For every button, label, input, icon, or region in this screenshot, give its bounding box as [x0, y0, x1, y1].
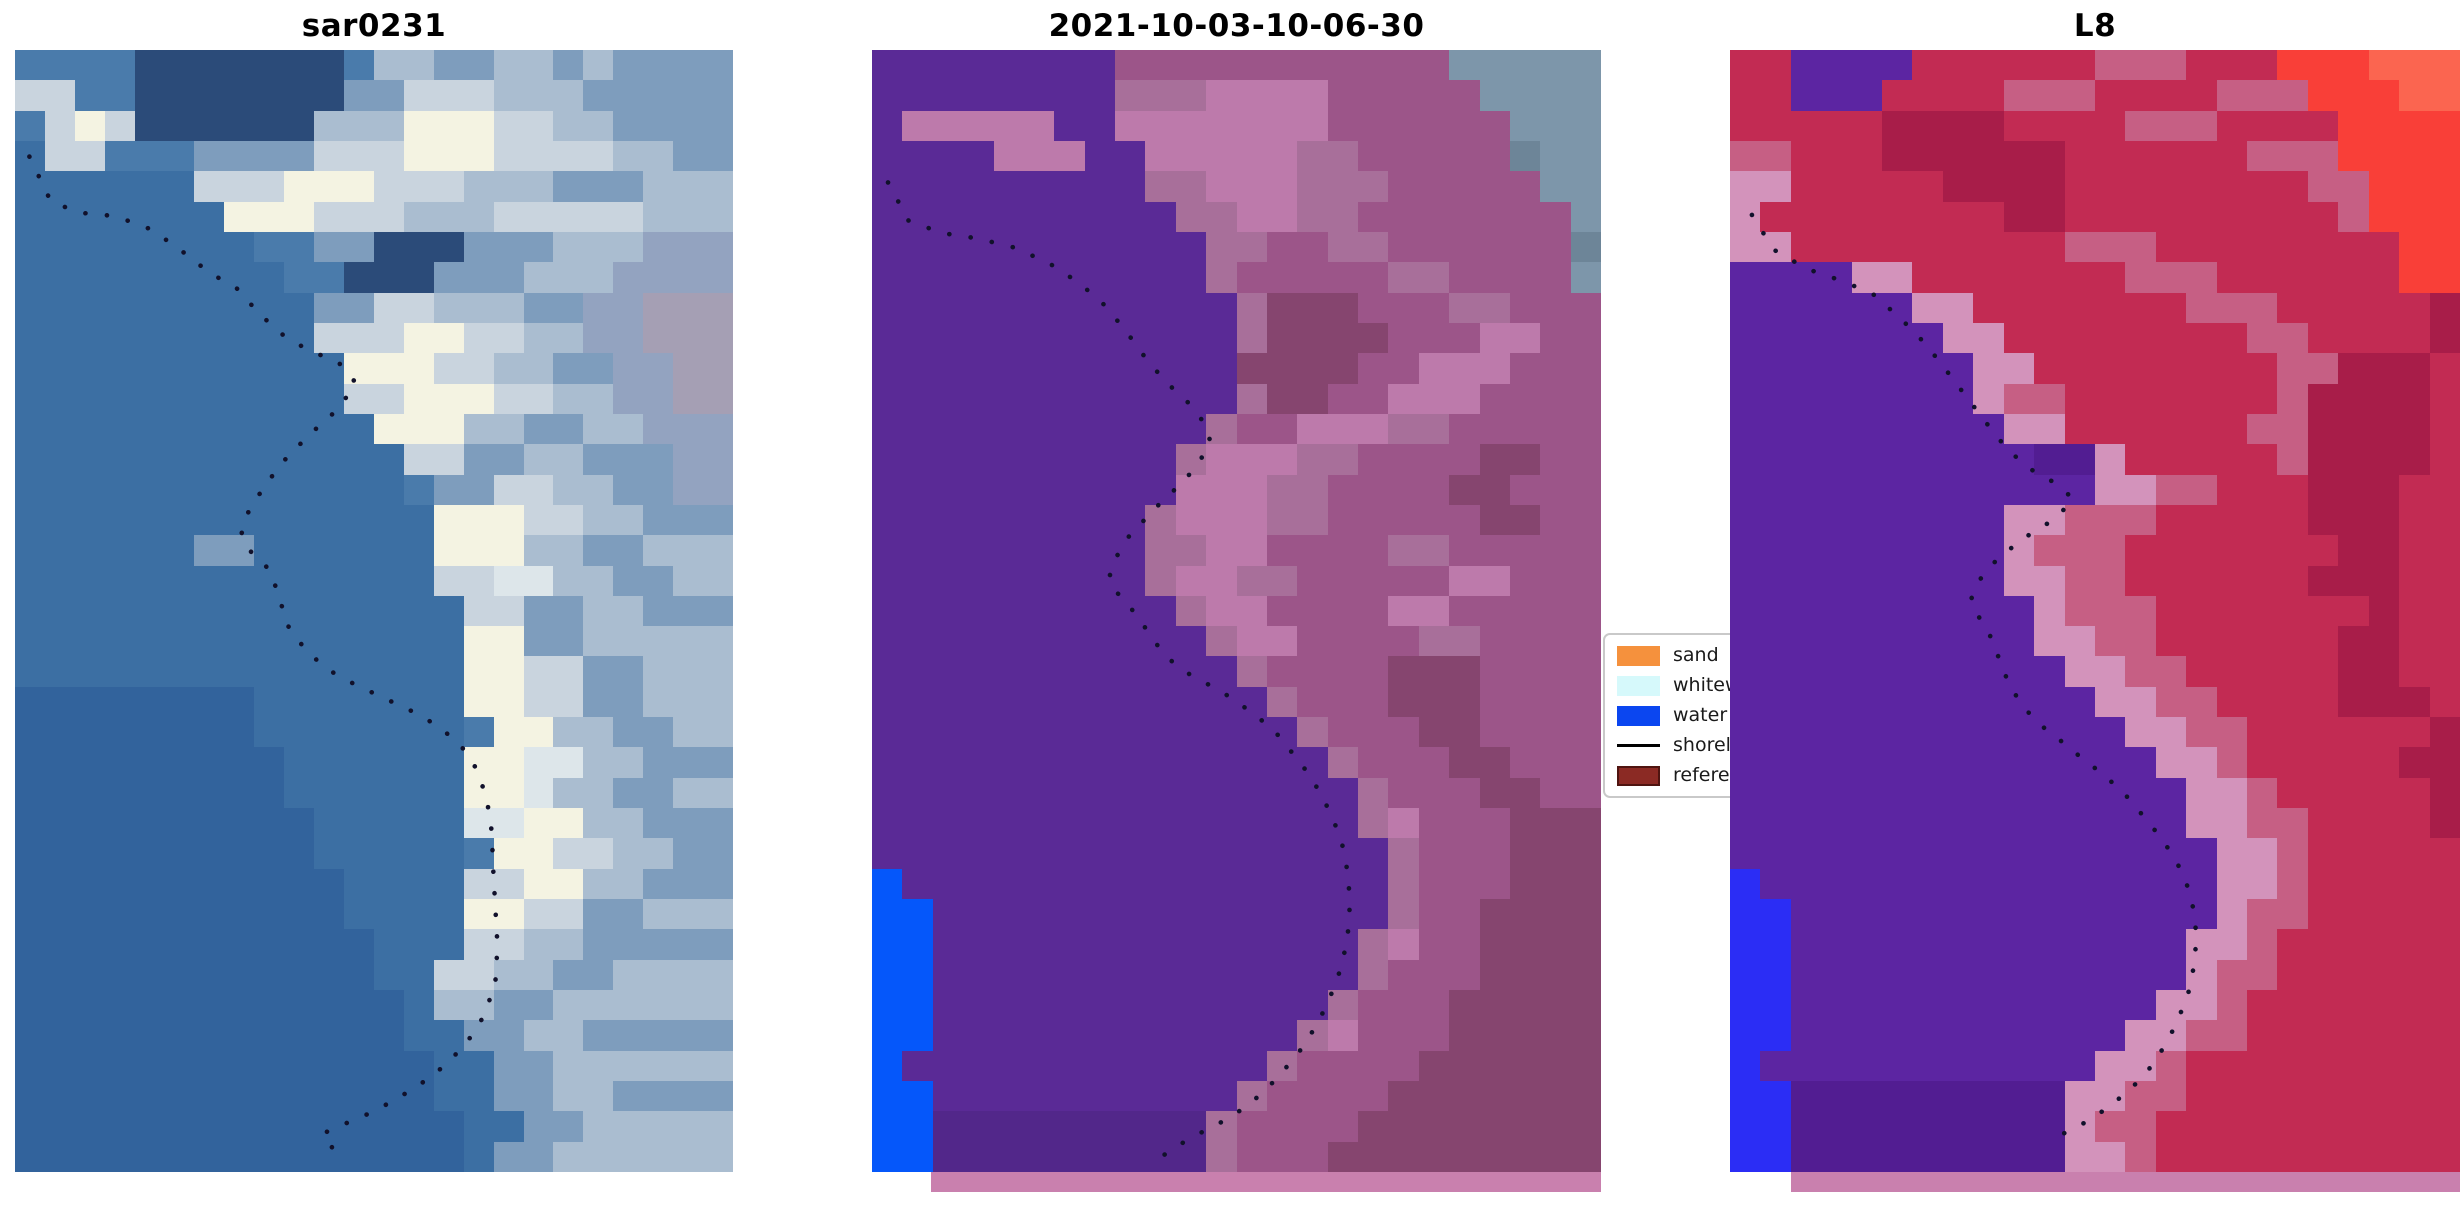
shoreline-dotted-overlay — [27, 154, 500, 1155]
bottom-strip — [1791, 1172, 2460, 1192]
legend-label: sand — [1673, 644, 1719, 666]
panel-title-classified-date: 2021-10-03-10-06-30 — [1048, 8, 1425, 44]
bottom-strip — [931, 1172, 1601, 1192]
panel-l8 — [1730, 50, 2460, 1192]
legend-label: water — [1673, 704, 1728, 726]
legend-swatch-water — [1617, 705, 1660, 726]
legend-swatch-whitewater — [1617, 675, 1660, 696]
legend-swatch-shoreline-line — [1617, 744, 1660, 747]
legend-item: sand — [1617, 645, 1857, 666]
legend-swatch-reference — [1617, 765, 1660, 786]
legend-item: water — [1617, 705, 1857, 726]
satellite-image-grid — [1730, 50, 2460, 1172]
panel-classified-2021-10-03-10-06-30 — [872, 50, 1601, 1192]
satellite-image-grid — [15, 50, 733, 1172]
shoreline-dotted-overlay — [885, 180, 1352, 1159]
shoreline-dotted-overlay — [1749, 212, 2199, 1146]
satellite-image-grid — [872, 50, 1601, 1172]
panel-sar0231 — [15, 50, 733, 1172]
panel-title-l8: L8 — [2073, 8, 2117, 44]
legend-swatch-sand — [1617, 645, 1660, 666]
panel-title-sar0231: sar0231 — [301, 8, 447, 44]
